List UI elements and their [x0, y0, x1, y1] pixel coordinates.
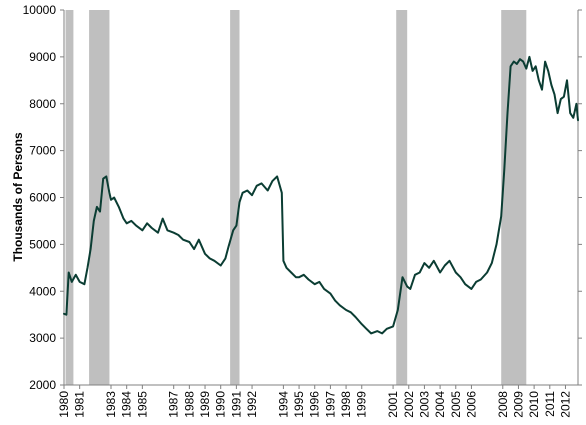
y-tick-label: 7000	[29, 144, 56, 158]
x-tick-label: 1997	[323, 391, 337, 418]
plot-frame	[63, 10, 579, 386]
y-tick-label: 3000	[29, 331, 56, 345]
x-tick-label: 1981	[73, 391, 87, 418]
x-tick-label: 1995	[292, 391, 306, 418]
series-line	[63, 55, 579, 335]
x-tick-label: 1992	[245, 391, 259, 418]
y-axis-ticks: 2000 3000 4000 5000 6000 7000 8000 9000 10000	[23, 3, 582, 392]
x-tick-label: 1991	[229, 391, 243, 418]
x-tick-label: 1985	[135, 391, 149, 418]
y-tick-label: 2000	[29, 378, 56, 392]
y-axis-title: Thousands of Persons	[11, 132, 25, 262]
recession-band	[89, 10, 110, 385]
x-tick-label: 1983	[104, 391, 118, 418]
y-tick-label: 9000	[29, 50, 56, 64]
y-tick-label: 5000	[29, 237, 56, 251]
x-tick-label: 1999	[355, 391, 369, 418]
x-tick-label: 2003	[417, 391, 431, 418]
x-axis-ticks: 1980 1981 1983 1984 1985 1987 1988 1989 1990 1991…	[57, 385, 572, 418]
recession-band	[230, 10, 240, 385]
x-tick-label: 2009	[511, 391, 525, 418]
recession-band	[501, 10, 527, 385]
y-tick-label: 10000	[23, 3, 57, 17]
x-tick-label: 2012	[558, 391, 572, 418]
x-tick-label: 1996	[308, 391, 322, 418]
x-tick-label: 1987	[167, 391, 181, 418]
x-tick-label: 1988	[182, 391, 196, 418]
x-tick-label: 2001	[386, 391, 400, 418]
recession-band	[396, 10, 408, 385]
x-tick-label: 1980	[57, 391, 71, 418]
x-tick-label: 1990	[214, 391, 228, 418]
x-tick-label: 2008	[496, 391, 510, 418]
series-lines	[63, 55, 579, 335]
x-tick-label: 2004	[433, 391, 447, 418]
x-tick-label: 2010	[527, 391, 541, 418]
x-tick-label: 1989	[198, 391, 212, 418]
y-tick-label: 6000	[29, 191, 56, 205]
x-tick-label: 1998	[339, 391, 353, 418]
x-tick-label: 1994	[276, 391, 290, 418]
recession-band	[65, 10, 74, 385]
recession-bands	[65, 10, 527, 385]
x-tick-label: 1984	[120, 391, 134, 418]
x-tick-label: 2005	[449, 391, 463, 418]
y-tick-label: 8000	[29, 97, 56, 111]
x-tick-label: 2002	[402, 391, 416, 418]
x-tick-label: 2011	[543, 391, 557, 417]
x-tick-label: 2006	[464, 391, 478, 418]
y-tick-label: 4000	[29, 284, 56, 298]
